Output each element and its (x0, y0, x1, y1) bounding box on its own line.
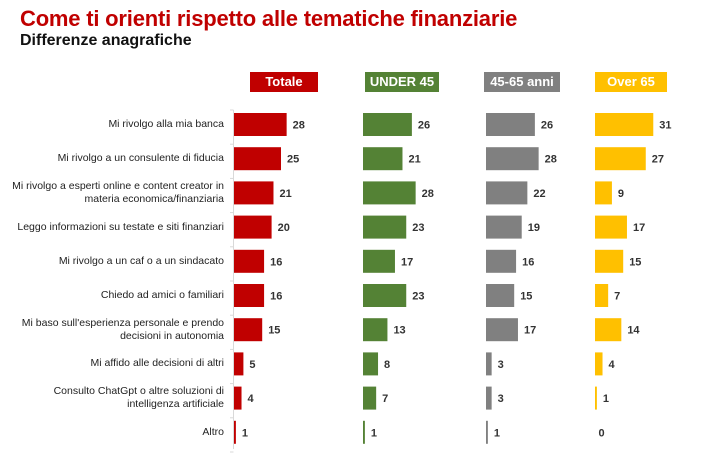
bar-under-45-7 (363, 352, 379, 376)
bar-over-65-4 (595, 249, 624, 273)
value-label: 8 (384, 359, 390, 371)
bar-under-45-9 (363, 420, 365, 444)
value-label: 22 (533, 188, 545, 200)
value-label: 15 (520, 291, 532, 303)
bar-over-65-2 (595, 181, 612, 205)
bar-over-65-1 (595, 147, 646, 171)
value-label: 21 (408, 154, 420, 166)
category-label: Mi rivolgo a un consulente di fiducia (57, 152, 224, 165)
bar-45-65-anni-0 (486, 113, 535, 136)
bar-under-45-2 (363, 181, 416, 205)
bar-over-65-6 (595, 318, 622, 342)
category-label: Mi rivolgo a esperti online e content cr… (12, 179, 224, 205)
bar-over-65-7 (595, 352, 603, 376)
bar-totale-0 (234, 113, 287, 136)
category-label: Chiedo ad amici o familiari (100, 289, 224, 301)
value-label: 1 (242, 427, 248, 439)
value-label: 26 (418, 120, 430, 132)
value-label: 7 (614, 291, 620, 303)
bar-45-65-anni-5 (486, 284, 515, 307)
category-label: Consulto ChatGpt o altre soluzioni di in… (53, 385, 224, 411)
value-label: 4 (609, 359, 616, 371)
category-label: Leggo informazioni su testate e siti fin… (17, 220, 224, 233)
value-label: 16 (270, 256, 282, 268)
bar-totale-5 (234, 284, 265, 307)
value-label: 0 (599, 427, 605, 439)
value-label: 13 (393, 325, 405, 337)
bar-45-65-anni-4 (486, 249, 517, 273)
value-label: 9 (618, 188, 624, 200)
legend-item-1: UNDER 45 (365, 72, 439, 92)
bar-under-45-4 (363, 249, 395, 273)
value-label: 31 (659, 120, 671, 132)
value-label: 23 (412, 222, 424, 234)
bar-45-65-anni-9 (486, 420, 488, 444)
chart-subtitle: Differenze anagrafiche (20, 32, 192, 49)
value-label: 27 (652, 154, 664, 166)
bar-totale-1 (234, 147, 281, 171)
bar-over-65-3 (595, 215, 627, 239)
bar-totale-3 (234, 215, 272, 239)
bar-45-65-anni-3 (486, 215, 522, 239)
value-label: 15 (629, 256, 641, 268)
value-label: 3 (498, 393, 504, 405)
bar-45-65-anni-7 (486, 352, 492, 376)
value-label: 20 (278, 222, 290, 234)
value-label: 17 (633, 222, 645, 234)
value-label: 7 (382, 393, 388, 405)
bar-totale-6 (234, 318, 263, 342)
bar-over-65-8 (595, 386, 597, 410)
bar-under-45-1 (363, 147, 403, 171)
value-label: 28 (293, 120, 305, 132)
value-label: 21 (279, 188, 291, 200)
value-label: 5 (249, 359, 255, 371)
bar-totale-7 (234, 352, 244, 376)
bar-45-65-anni-6 (486, 318, 518, 342)
category-label: Mi affido alle decisioni di altri (90, 357, 224, 370)
value-label: 19 (528, 222, 540, 234)
bar-over-65-0 (595, 113, 654, 136)
value-label: 17 (524, 325, 536, 337)
value-label: 28 (422, 188, 434, 200)
category-label: Mi baso sull'esperienza personale e pren… (21, 316, 224, 342)
legend-item-0: Totale (250, 72, 318, 92)
legend-item-2: 45-65 anni (484, 72, 560, 92)
legend-item-3: Over 65 (595, 72, 667, 92)
bar-under-45-6 (363, 318, 388, 342)
bar-under-45-3 (363, 215, 407, 239)
bar-under-45-8 (363, 386, 377, 410)
value-label: 4 (248, 393, 255, 405)
value-label: 25 (287, 154, 299, 166)
bar-under-45-0 (363, 113, 412, 136)
value-label: 16 (270, 291, 282, 303)
bar-45-65-anni-8 (486, 386, 492, 410)
value-label: 1 (371, 427, 377, 439)
value-label: 17 (401, 256, 413, 268)
value-label: 14 (627, 325, 640, 337)
bar-45-65-anni-2 (486, 181, 528, 205)
bar-over-65-5 (595, 284, 609, 307)
value-label: 1 (603, 393, 609, 405)
bar-totale-8 (234, 386, 242, 410)
value-label: 16 (522, 256, 534, 268)
value-label: 1 (494, 427, 500, 439)
value-label: 3 (498, 359, 504, 371)
category-label: Altro (202, 425, 224, 438)
category-label: Mi rivolgo alla mia banca (108, 118, 224, 130)
bar-totale-2 (234, 181, 274, 205)
value-label: 26 (541, 120, 553, 132)
value-label: 23 (412, 291, 424, 303)
chart-title: Come ti orienti rispetto alle tematiche … (20, 6, 518, 31)
bar-totale-4 (234, 249, 265, 273)
bar-45-65-anni-1 (486, 147, 539, 171)
bar-under-45-5 (363, 284, 407, 307)
value-label: 28 (545, 154, 557, 166)
value-label: 15 (268, 325, 280, 337)
category-label: Mi rivolgo a un caf o a un sindacato (58, 254, 224, 267)
bar-totale-9 (234, 420, 236, 444)
